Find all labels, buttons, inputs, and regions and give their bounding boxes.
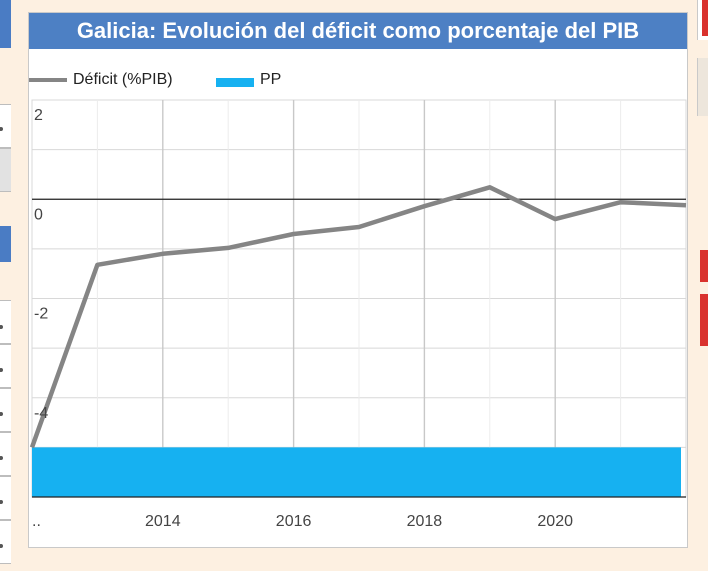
bullet-icon	[0, 412, 3, 416]
left-row-fragment	[0, 300, 11, 344]
left-row-fragment	[0, 388, 11, 432]
x-tick-label: ..	[32, 513, 41, 530]
left-header-fragment	[0, 226, 11, 262]
right-red-marker	[702, 0, 708, 36]
bullet-icon	[0, 456, 3, 460]
bullet-icon	[0, 127, 3, 131]
y-tick-label: -2	[34, 306, 48, 323]
left-row-fragment	[0, 344, 11, 388]
band-pp	[32, 447, 681, 497]
x-tick-label: 2014	[145, 513, 181, 530]
left-row-fragment	[0, 148, 11, 192]
x-tick-label: 2018	[407, 513, 443, 530]
left-row-fragment	[0, 432, 11, 476]
chart-title: Galicia: Evolución del déficit como porc…	[29, 13, 687, 49]
bullet-icon	[0, 368, 3, 372]
legend-item-pp[interactable]: PP	[216, 71, 281, 89]
right-red-marker	[700, 294, 708, 346]
right-red-marker	[700, 250, 708, 282]
legend-box-swatch	[216, 77, 254, 87]
y-tick-label: -4	[34, 405, 48, 422]
left-row-fragment	[0, 104, 11, 148]
series-line-deficit	[29, 185, 687, 449]
legend-label-pp: PP	[260, 71, 282, 88]
legend-item-deficit[interactable]: Déficit (%PIB)	[29, 71, 173, 89]
left-panel-fragment	[0, 0, 11, 571]
x-tick-label: 2016	[276, 513, 312, 530]
bullet-icon	[0, 325, 3, 329]
x-tick-label: 2020	[537, 513, 573, 530]
bullet-icon	[0, 500, 3, 504]
y-tick-label: 0	[34, 206, 43, 223]
y-tick-label: 2	[34, 107, 43, 124]
right-block-fragment	[697, 58, 708, 116]
left-row-fragment	[0, 476, 11, 520]
legend-line-swatch	[29, 78, 67, 82]
bullet-icon	[0, 544, 3, 548]
legend-label-deficit: Déficit (%PIB)	[73, 71, 173, 88]
left-header-fragment	[0, 0, 11, 48]
left-row-fragment	[0, 520, 11, 564]
